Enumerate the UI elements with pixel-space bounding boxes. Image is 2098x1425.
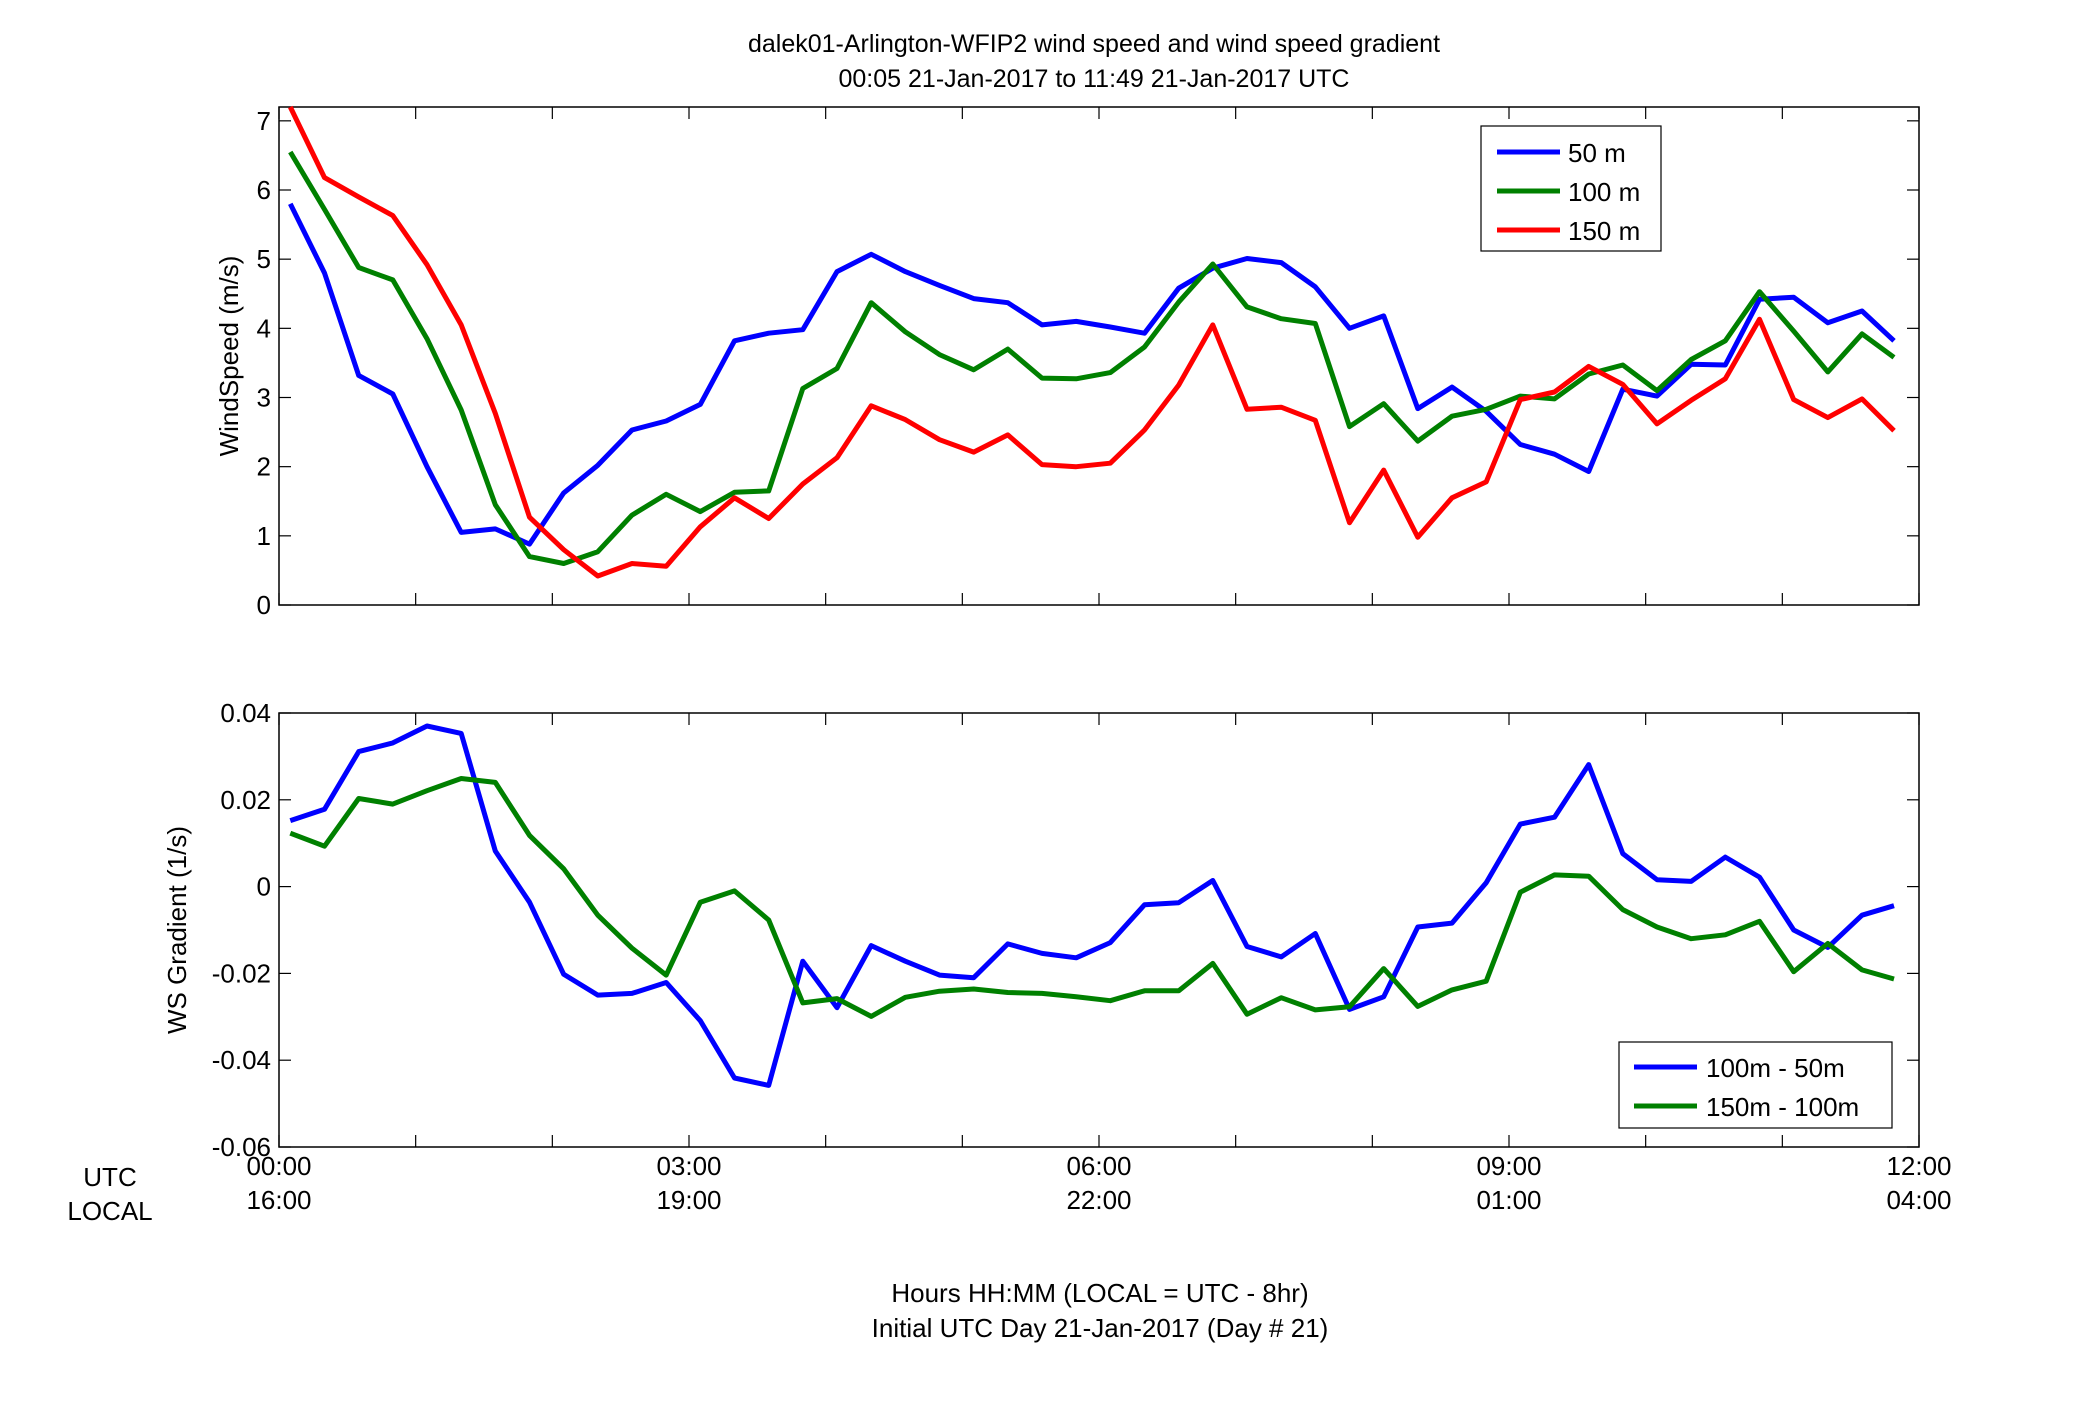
chart-title-line1: dalek01-Arlington-WFIP2 wind speed and w…: [748, 30, 1440, 58]
legend-label-100m-50m: 100m - 50m: [1706, 1053, 1845, 1083]
y-tick-label: 0: [257, 872, 271, 902]
local-tick-label: 04:00: [1886, 1185, 1951, 1215]
series-line-150-m: [288, 105, 1896, 579]
y-tick-label: 0: [257, 590, 271, 620]
utc-tick-label: 12:00: [1886, 1151, 1951, 1181]
gradient-y-axis-label: WS Gradient (1/s): [162, 826, 192, 1034]
local-row-label: LOCAL: [67, 1196, 152, 1226]
utc-tick-label: 06:00: [1066, 1151, 1131, 1181]
gradient-ticks: -0.06 -0.04 -0.02 0 0.02 0.04: [212, 698, 1920, 1162]
windspeed-panel: 0 1 2 3 4 5 6 7 WindSpeed (m/s) 50 m 100 m 150 …: [214, 105, 1920, 620]
gradient-panel: -0.06 -0.04 -0.02 0 0.02 0.04 WS Gradient (1/…: [162, 698, 1920, 1162]
legend-label-50m: 50 m: [1568, 138, 1626, 168]
y-tick-label: 3: [257, 383, 271, 413]
windspeed-legend: 50 m 100 m 150 m: [1480, 125, 1662, 252]
series-line-100m-50m: [289, 723, 1895, 1088]
gradient-legend: 100m - 50m 150m - 100m: [1618, 1041, 1893, 1129]
y-tick-label: 0.04: [220, 698, 271, 728]
y-tick-label: 5: [257, 244, 271, 274]
windspeed-ticks: 0 1 2 3 4 5 6 7: [257, 106, 1920, 620]
local-tick-label: 16:00: [246, 1185, 311, 1215]
y-tick-label: 4: [257, 313, 271, 343]
y-tick-label: 1: [257, 521, 271, 551]
series-line-150m-100m: [289, 776, 1895, 1019]
local-tick-label: 19:00: [656, 1185, 721, 1215]
y-tick-label: -0.02: [212, 958, 271, 988]
y-tick-label: -0.04: [212, 1045, 271, 1075]
windspeed-y-axis-label: WindSpeed (m/s): [214, 256, 244, 457]
time-tick-labels: 00:00 16:00 03:00 19:00 06:00 22:00 09:00 01:00…: [246, 1151, 1951, 1215]
utc-tick-label: 00:00: [246, 1151, 311, 1181]
legend-label-100m: 100 m: [1568, 177, 1640, 207]
y-tick-label: 7: [257, 106, 271, 136]
x-axis-caption-line2: Initial UTC Day 21-Jan-2017 (Day # 21): [872, 1313, 1329, 1343]
windspeed-plot-frame: [278, 106, 1920, 606]
y-tick-label: 6: [257, 175, 271, 205]
local-tick-label: 22:00: [1066, 1185, 1131, 1215]
x-axis-caption-line1: Hours HH:MM (LOCAL = UTC - 8hr): [891, 1278, 1308, 1308]
y-tick-label: -0.06: [212, 1132, 271, 1162]
legend-label-150m: 150 m: [1568, 216, 1640, 246]
y-tick-label: 2: [257, 452, 271, 482]
gradient-legend-box: [1618, 1041, 1893, 1129]
gradient-series: [289, 723, 1895, 1088]
local-tick-label: 01:00: [1476, 1185, 1541, 1215]
utc-row-label: UTC: [83, 1162, 136, 1192]
utc-tick-label: 09:00: [1476, 1151, 1541, 1181]
chart-title-line2: 00:05 21-Jan-2017 to 11:49 21-Jan-2017 U…: [839, 65, 1350, 93]
windspeed-series: [288, 105, 1896, 579]
legend-label-150m-100m: 150m - 100m: [1706, 1092, 1859, 1122]
utc-tick-label: 03:00: [656, 1151, 721, 1181]
y-tick-label: 0.02: [220, 785, 271, 815]
series-line-100-m: [288, 150, 1896, 566]
